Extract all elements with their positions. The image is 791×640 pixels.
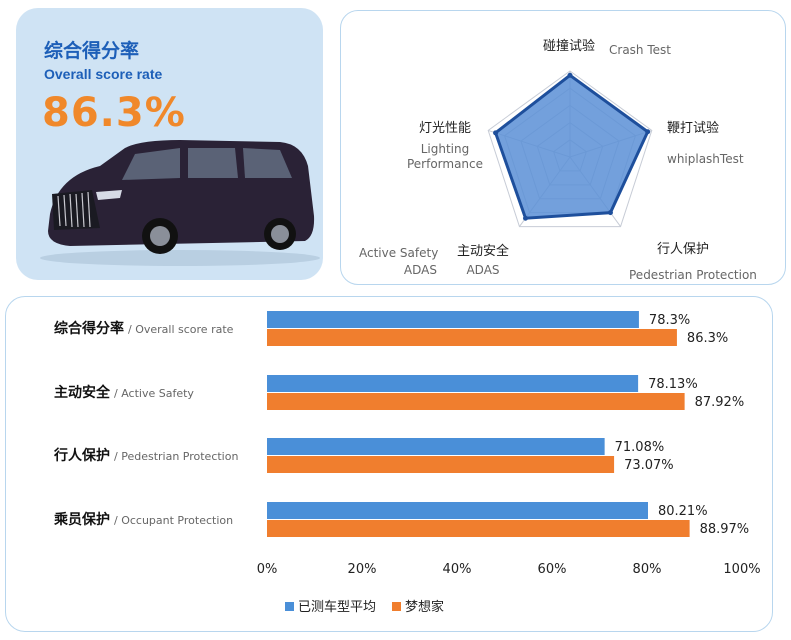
category-label-en: / Occupant Protection [114,514,233,527]
radar-axis-label-en: Crash Test [609,43,671,57]
x-tick-label: 100% [723,562,760,577]
radar-grid-ring [487,70,653,228]
radar-axis-label-en: ADAS [466,263,499,277]
bar [267,502,648,519]
x-tick-label: 20% [348,562,377,577]
radar-axis-label-en: Performance [407,157,483,171]
radar-card: 碰撞试验 Crash Test 鞭打试验 whiplashTest 行人保护 Pedest… [340,10,786,285]
score-title-cn: 综合得分率 [44,40,140,62]
bar-value-label: 80.21% [658,504,708,519]
bar-chart-card: 综合得分率 / Overall score rate 78.3% 86.3% 主动安全 /… [5,296,773,632]
bar-value-label: 87.92% [695,395,745,410]
radar-data-area [493,73,650,220]
bar [267,438,605,455]
x-tick-label: 40% [443,562,472,577]
radar-axis-label-cn: 主动安全 [457,243,509,259]
radar-axis-label-cn: 鞭打试验 [667,120,719,136]
bar [267,329,677,346]
category-label-cn: 行人保护 [53,447,110,464]
radar-axis-label-en: whiplashTest [667,152,744,166]
x-tick-label: 0% [257,562,278,577]
radar-axis-label-cn: 行人保护 [657,242,709,257]
x-tick-label: 80% [633,562,662,577]
radar-axis-label-en: Lighting [421,142,470,156]
bar-value-label: 73.07% [624,458,674,473]
bar [267,311,639,328]
bar-value-label: 88.97% [700,522,750,537]
radar-data-point [493,130,499,136]
category-label-cn: 综合得分率 [54,320,124,337]
bar [267,375,639,392]
radar-axis-label-cn: 碰撞试验 [543,38,595,54]
bar [267,456,615,473]
radar-data-point [607,210,613,216]
radar-data-point [523,215,529,221]
bar-value-label: 71.08% [615,440,665,455]
radar-axis-label-cn: 灯光性能 [419,121,471,136]
bar [267,393,685,410]
category-label-en: / Overall score rate [128,323,234,336]
score-value: 86.3% [42,90,186,136]
radar-data-point [645,129,651,135]
category-label-en: / Pedestrian Protection [114,450,238,463]
legend-swatch [392,602,401,611]
category-label-en: / Active Safety [114,387,194,400]
legend-swatch [285,602,294,611]
radar-chart: 碰撞试验 Crash Test 鞭打试验 whiplashTest 行人保护 Pedest… [359,38,757,282]
score-title-en: Overall score rate [44,66,163,82]
radar-axis-label-en: Pedestrian Protection [629,268,757,282]
bar-value-label: 78.3% [649,313,690,328]
legend-label: 已测车型平均 [298,599,376,615]
x-tick-label: 60% [538,562,567,577]
radar-extra-label: ADAS [404,263,437,277]
bar-value-label: 78.13% [648,377,698,392]
bar-value-label: 86.3% [687,331,728,346]
category-label-cn: 主动安全 [54,384,111,401]
car-image [40,140,320,266]
radar-extra-label: Active Safety [359,246,438,260]
category-label-cn: 乘员保护 [53,511,110,528]
overall-score-card: 综合得分率 Overall score rate 86.3% [16,8,323,280]
legend-label: 梦想家 [405,599,444,615]
radar-data-point [567,72,573,78]
bar [267,520,690,537]
